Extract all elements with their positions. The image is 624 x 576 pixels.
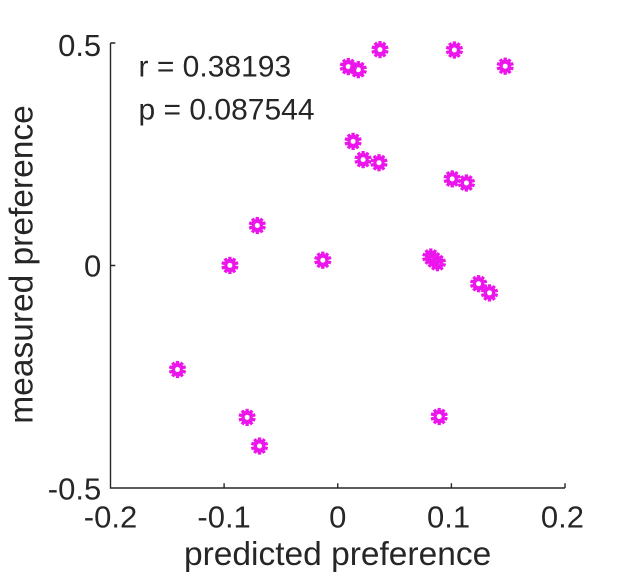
svg-text:predicted preference: predicted preference (184, 536, 491, 573)
svg-text:-0.2: -0.2 (84, 500, 137, 535)
svg-text:0: 0 (84, 249, 101, 284)
svg-text:measured preference: measured preference (3, 105, 40, 423)
svg-text:-0.5: -0.5 (48, 472, 101, 507)
svg-text:r = 0.38193: r = 0.38193 (139, 51, 292, 84)
svg-text:0.5: 0.5 (58, 28, 101, 63)
svg-text:0: 0 (329, 500, 346, 535)
svg-text:-0.1: -0.1 (197, 500, 250, 535)
svg-text:0.2: 0.2 (541, 500, 584, 535)
svg-text:p = 0.087544: p = 0.087544 (139, 93, 315, 126)
svg-text:0.1: 0.1 (427, 500, 470, 535)
